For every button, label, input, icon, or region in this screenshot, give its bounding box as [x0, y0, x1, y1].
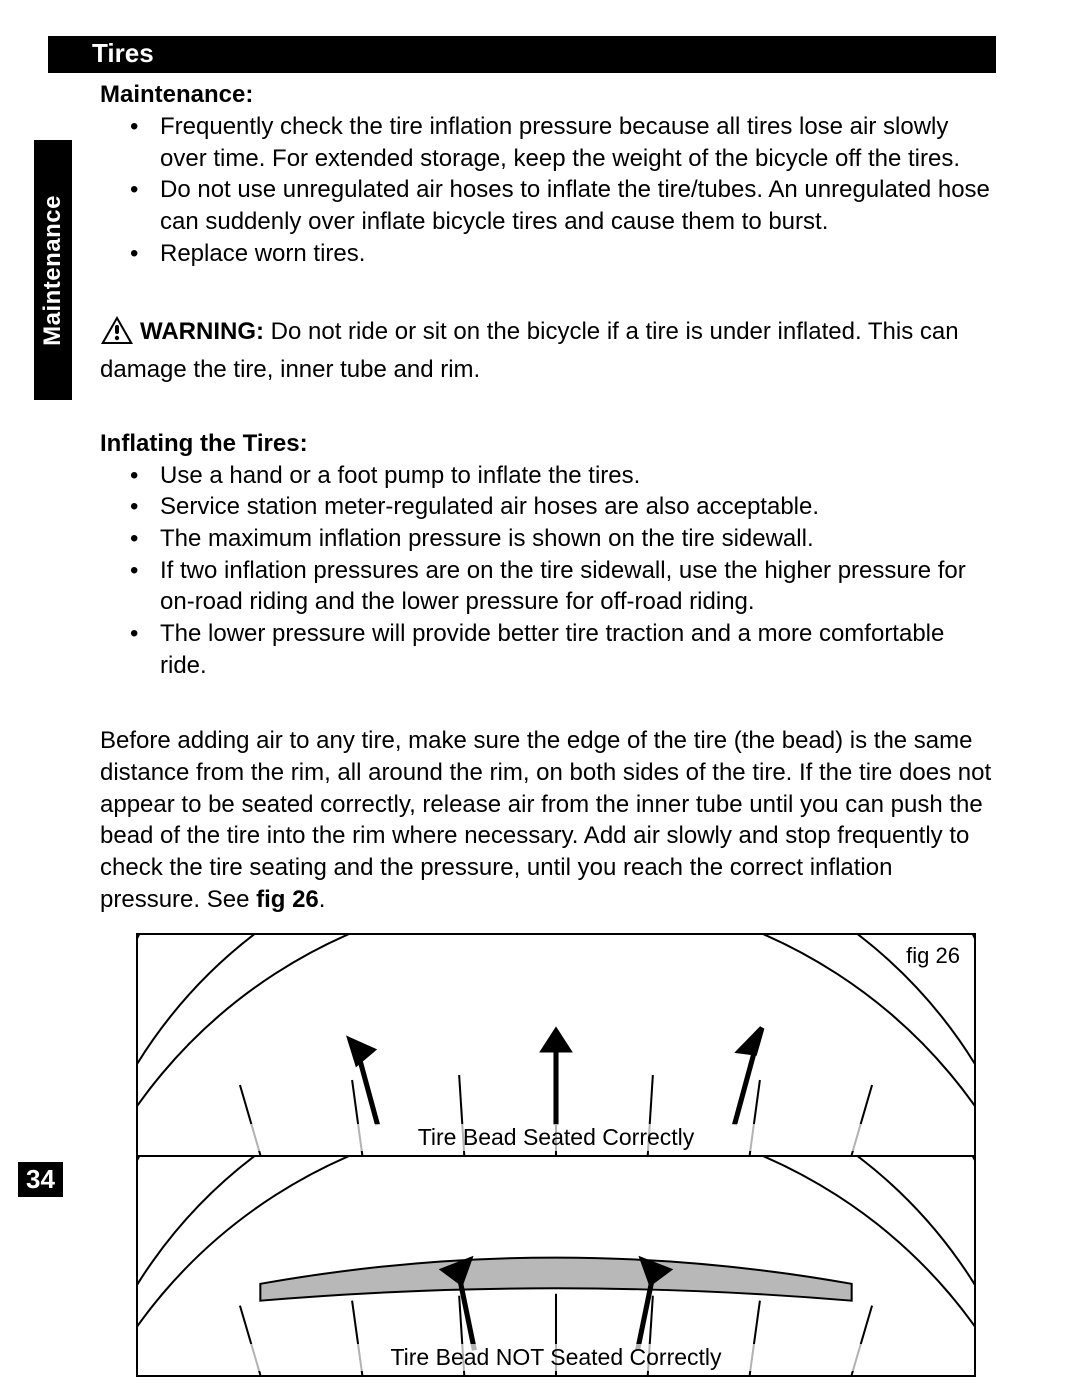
figure-label: fig 26 — [906, 943, 960, 969]
list-item: Service station meter-regulated air hose… — [130, 491, 996, 523]
list-item: The lower pressure will provide better t… — [130, 618, 996, 681]
tire-diagram-correct — [138, 935, 974, 1155]
maintenance-list: Frequently check the tire inflation pres… — [100, 111, 996, 269]
figure-reference: fig 26 — [256, 886, 319, 913]
inflating-heading: Inflating the Tires: — [100, 430, 996, 458]
figure-panel-incorrect: Tire Bead NOT Seated Correctly — [138, 1155, 974, 1375]
before-paragraph: Before adding air to any tire, make sure… — [100, 725, 996, 915]
list-item: Use a hand or a foot pump to inflate the… — [130, 460, 996, 492]
list-item: The maximum inflation pressure is shown … — [130, 523, 996, 555]
list-item: Replace worn tires. — [130, 238, 996, 270]
figure-26: fig 26 Tire Bead Seated Correctly — [136, 933, 976, 1377]
page-number: 34 — [18, 1162, 63, 1197]
side-tab-maintenance: Maintenance — [34, 140, 72, 400]
before-text: Before adding air to any tire, make sure… — [100, 727, 991, 912]
manual-page: Maintenance 34 Tires Maintenance: Freque… — [0, 0, 1080, 1397]
warning-block: WARNING: Do not ride or sit on the bicyc… — [100, 315, 996, 385]
list-item: Frequently check the tire inflation pres… — [130, 111, 996, 174]
figure-panel-correct: fig 26 Tire Bead Seated Correctly — [138, 935, 974, 1155]
inflating-list: Use a hand or a foot pump to inflate the… — [100, 460, 996, 682]
before-period: . — [319, 886, 326, 913]
panel-caption-correct: Tire Bead Seated Correctly — [138, 1124, 974, 1151]
page-content: Tires Maintenance: Frequently check the … — [100, 36, 996, 1377]
tire-diagram-incorrect — [138, 1157, 974, 1375]
section-title-bar: Tires — [48, 36, 996, 73]
warning-icon — [100, 315, 134, 354]
warning-label: WARNING: — [140, 318, 264, 345]
panel-caption-incorrect: Tire Bead NOT Seated Correctly — [138, 1344, 974, 1371]
list-item: Do not use unregulated air hoses to infl… — [130, 174, 996, 237]
maintenance-heading: Maintenance: — [100, 81, 996, 109]
list-item: If two inflation pressures are on the ti… — [130, 555, 996, 618]
side-tab-label: Maintenance — [39, 195, 67, 346]
